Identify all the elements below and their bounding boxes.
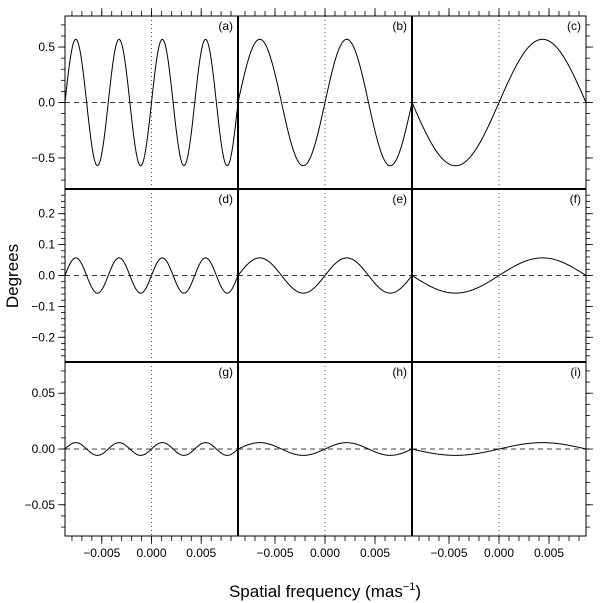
y-tick-label: 0.00: [32, 442, 56, 456]
y-axis-label: Degrees: [3, 244, 22, 308]
panel-a: (a): [64, 15, 239, 190]
panel-grid: (a) (b) (c) (d) (e) (f) (g) (h) (i) 0.5 0.0 −0.5 0.2…: [25, 8, 593, 560]
x-tick-label: 0.005: [186, 546, 216, 560]
panel-label: (f): [570, 192, 581, 206]
y-tick-label: −0.5: [31, 151, 55, 165]
panel-c: (c): [411, 15, 587, 190]
panel-e: (e): [237, 188, 413, 363]
x-axis-label-close: ): [415, 582, 421, 601]
x-tick-label: −0.005: [430, 546, 467, 560]
phase-curve: [411, 38, 587, 167]
panel-f: (f): [411, 188, 587, 363]
panel-i: (i): [411, 361, 587, 537]
panel-label: (d): [218, 192, 233, 206]
x-tick-label: 0.005: [534, 546, 564, 560]
y-tick-label: 0.1: [38, 238, 55, 252]
panel-label: (a): [218, 19, 233, 33]
x-tick-label: 0.000: [484, 546, 514, 560]
panel-d: (d): [64, 188, 239, 363]
phase-curve: [237, 442, 413, 456]
y-tick-label: −0.05: [25, 498, 56, 512]
x-axis-label-main: Spatial frequency (mas: [229, 582, 403, 601]
y-tick-label: 0.0: [38, 96, 55, 110]
y-tick-label: 0.05: [32, 386, 56, 400]
phase-curve: [64, 257, 239, 294]
x-tick-label: 0.005: [360, 546, 390, 560]
x-tick-label: 0.000: [136, 546, 166, 560]
phase-curve: [411, 442, 587, 456]
phase-curve: [411, 257, 587, 294]
phase-curve: [64, 442, 239, 456]
x-tick-label: 0.000: [310, 546, 340, 560]
panel-label: (i): [570, 365, 581, 379]
y-tick-label: −0.2: [31, 330, 55, 344]
phase-curve: [237, 38, 413, 167]
panel-label: (e): [392, 192, 407, 206]
x-axis-label: Spatial frequency (mas−1): [229, 581, 421, 601]
panel-label: (g): [218, 365, 233, 379]
y-tick-label: 0.2: [38, 207, 55, 221]
y-tick-label: −0.1: [31, 299, 55, 313]
panel-g: (g): [64, 361, 239, 537]
phase-curve: [237, 257, 413, 294]
panel-label: (b): [392, 19, 407, 33]
panel-label: (c): [567, 19, 581, 33]
x-tick-label: −0.005: [256, 546, 293, 560]
y-tick-label: 0.5: [38, 40, 55, 54]
x-tick-label: −0.005: [83, 546, 120, 560]
panel-b: (b): [237, 15, 413, 190]
panel-h: (h): [237, 361, 413, 537]
panel-label: (h): [392, 365, 407, 379]
x-axis-label-sup: −1: [403, 581, 416, 593]
y-tick-label: 0.0: [38, 269, 55, 283]
phase-curve: [64, 38, 239, 167]
